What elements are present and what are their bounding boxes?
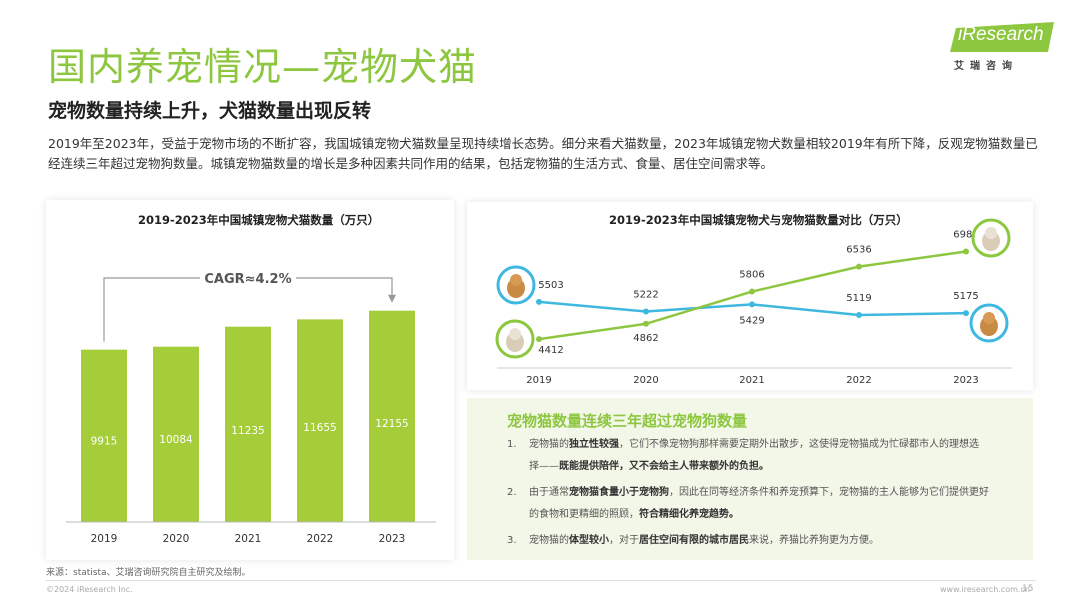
bar-chart-panel: 2019-2023年中国城镇宠物犬猫数量（万只） 9915 2019 10084 20… (46, 200, 454, 560)
data-point (643, 320, 649, 327)
data-label: 5119 (846, 293, 871, 304)
data-label: 5806 (739, 270, 764, 281)
note-number: 2. (507, 487, 517, 498)
data-point (643, 308, 649, 315)
note-highlight: 独立性较强 (569, 439, 619, 450)
bar (297, 319, 343, 522)
x-tick-label: 2021 (235, 533, 262, 545)
website-link[interactable]: www.iresearch.com.cn (940, 585, 1030, 594)
note-number: 1. (507, 439, 517, 450)
data-label: 5175 (953, 291, 978, 302)
cagr-bracket-right (296, 277, 393, 297)
note-text: ，因此在同等经济条件和养宠预算下，宠物猫的主人能够为它们提供更好 (669, 487, 989, 498)
cagr-bracket-left (103, 277, 200, 342)
line-chart-title: 2019-2023年中国城镇宠物犬与宠物猫数量对比（万只） (609, 213, 908, 227)
page-number: 15 (1022, 584, 1034, 594)
cat-icon-head (509, 328, 521, 340)
bar (225, 326, 271, 522)
data-point (536, 336, 542, 343)
note-text: ，它们不像宠物狗那样需要定期外出散步，这使得宠物猫成为忙碌都市人的理想选 (619, 439, 979, 450)
bar-chart: 9915 2019 10084 2020 11235 2021 11655 2022 12155… (66, 272, 436, 545)
copyright: ©2024 iResearch Inc. (46, 585, 133, 594)
data-label: 4412 (538, 345, 563, 356)
bar (153, 346, 199, 522)
x-tick-label: 2020 (163, 533, 190, 545)
data-label: 6980 (953, 230, 978, 241)
note-text: 来说，养猫比养狗更为方便。 (749, 535, 879, 546)
data-point (536, 298, 542, 305)
notes-title: 宠物猫数量连续三年超过宠物狗数量 (507, 412, 748, 430)
data-point (963, 310, 969, 317)
x-tick-label: 2020 (633, 375, 658, 386)
footer-divider (46, 580, 1036, 581)
source-note: 来源：statista、艾瑞咨询研究院自主研究及绘制。 (46, 568, 251, 578)
note-number: 3. (507, 535, 517, 546)
data-label: 5429 (739, 315, 764, 326)
data-label: 6536 (846, 245, 871, 256)
data-label: 5503 (538, 280, 563, 291)
cat-icon-head (985, 227, 997, 239)
note-highlight: 居住空间有限的城市居民 (639, 535, 749, 546)
x-tick-label: 2019 (91, 533, 118, 545)
x-tick-label: 2022 (846, 375, 871, 386)
page-subtitle: 宠物数量持续上升，犬猫数量出现反转 (48, 100, 372, 122)
bar-value-label: 11235 (231, 425, 264, 437)
iresearch-logo: iResearch 艾瑞咨询 (950, 20, 1055, 72)
note-text: ，对于 (609, 535, 639, 546)
bar-chart-title: 2019-2023年中国城镇宠物犬猫数量（万只） (138, 213, 380, 227)
bar-value-label: 12155 (375, 418, 408, 430)
line-chart: 2019 2020 2021 2022 2023 5503 5222 5429 5119 5175… (495, 218, 1012, 386)
bar-value-label: 9915 (91, 435, 118, 447)
logo-badge (950, 22, 1054, 52)
note-item-1: 1. 宠物猫的独立性较强，它们不像宠物狗那样需要定期外出散步，这使得宠物猫成为忙碌… (507, 434, 1007, 478)
data-point (749, 288, 755, 295)
page-title: 国内养宠情况—宠物犬猫 (48, 45, 478, 89)
note-text: 宠物猫的 (529, 535, 569, 546)
dog-icon-head (510, 274, 522, 286)
logo-text: iResearch (958, 24, 1044, 45)
bar (81, 349, 127, 522)
notes-panel: 宠物猫数量连续三年超过宠物狗数量 1. 宠物猫的独立性较强，它们不像宠物狗那样需要… (467, 398, 1033, 560)
x-tick-label: 2019 (526, 375, 551, 386)
note-highlight: 符合精细化养宠趋势。 (639, 509, 739, 520)
data-point (856, 311, 862, 318)
data-label: 4862 (633, 333, 658, 344)
note-text: 由于通常 (529, 487, 569, 498)
cagr-annotation: CAGR≈4.2% (204, 272, 291, 287)
x-tick-label: 2022 (307, 533, 334, 545)
note-highlight: 体型较小 (569, 535, 609, 546)
bar (369, 310, 415, 522)
bar-value-label: 11655 (303, 422, 336, 434)
note-text: 的食物和更精细的照顾， (529, 509, 639, 520)
note-item-3: 3. 宠物猫的体型较小，对于居住空间有限的城市居民来说，养猫比养狗更为方便。 (507, 530, 1007, 552)
logo-subtext: 艾瑞咨询 (954, 61, 1018, 72)
bar-value-label: 10084 (159, 434, 193, 446)
data-label: 5222 (633, 289, 658, 300)
data-point (749, 301, 755, 308)
note-item-2: 2. 由于通常宠物猫食量小于宠物狗，因此在同等经济条件和养宠预算下，宠物猫的主人能… (507, 482, 1007, 526)
x-tick-label: 2023 (953, 375, 978, 386)
data-point (963, 248, 969, 255)
dog-icon-head (983, 312, 995, 324)
cagr-arrow-icon (388, 294, 396, 303)
x-tick-label: 2023 (379, 533, 406, 545)
note-text: 宠物猫的 (529, 439, 569, 450)
note-highlight: 既能提供陪伴，又不会给主人带来额外的负担。 (559, 461, 769, 472)
data-point (856, 263, 862, 270)
note-text: 择—— (529, 461, 559, 472)
page-description: 2019年至2023年，受益于宠物市场的不断扩容，我国城镇宠物犬猫数量呈现持续增… (48, 136, 1038, 171)
line-chart-panel: 2019-2023年中国城镇宠物犬与宠物猫数量对比（万只） 2019 2020 20… (467, 202, 1033, 390)
note-highlight: 宠物猫食量小于宠物狗 (569, 487, 669, 498)
x-tick-label: 2021 (739, 375, 764, 386)
